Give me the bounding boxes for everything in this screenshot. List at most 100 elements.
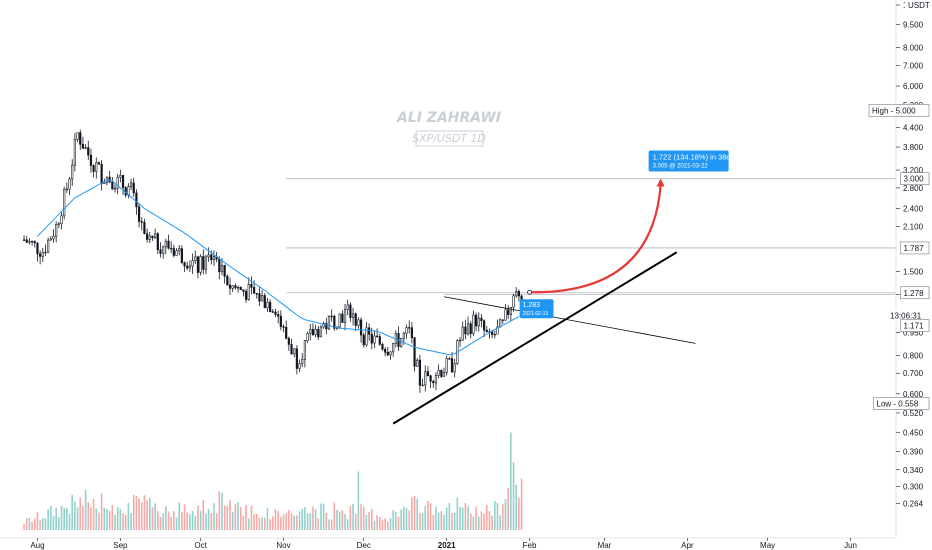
candle-body [73,139,76,166]
volume-bar [467,506,469,530]
candle-body [63,188,66,217]
volume-bar [427,500,429,530]
candle [301,353,304,367]
volume-bar [392,510,394,530]
candle-body [44,251,47,254]
trendlines [392,251,696,425]
watermark-symbol: SXP/USDT 1D [412,132,486,145]
projection-arrowhead [656,178,665,187]
volume-bar [435,506,437,530]
volume-bar [92,498,95,530]
volume-bar [55,507,57,530]
candle [47,237,50,254]
volume-bar [424,505,427,530]
volume-bar [253,514,255,530]
price-tag-box [900,319,930,332]
candle-body [159,249,162,254]
candle-body [343,309,347,323]
volume-bar [306,513,309,530]
candle [418,354,422,393]
candle [97,161,101,165]
volume-bar [408,510,411,530]
candle [113,184,117,193]
candle-body [496,326,499,335]
volume-bar [400,509,402,530]
candle [474,312,478,332]
candle [263,292,266,309]
candle [362,332,365,348]
candle-body [76,132,79,140]
candle-body [25,239,28,243]
volume-bar [199,510,202,530]
volume-bar [296,515,298,530]
volume-bar [231,512,234,530]
candle [496,319,499,335]
volume-bar [475,506,477,530]
price-tag: 1.171 [904,322,925,331]
candle [314,324,317,338]
volume-bar [127,502,130,530]
volume-bar [413,495,416,530]
volume-bar [502,504,504,530]
trendline [392,251,678,425]
volume-bar [28,517,31,530]
volume-bar [74,501,76,530]
candle [354,312,357,332]
volume-bar [485,504,488,530]
candle-body [57,223,60,225]
volume-bar [507,488,509,530]
candle [250,276,253,295]
volume-bar [304,507,306,530]
candle-body [477,317,480,327]
candle [319,325,323,338]
candle-body [87,147,90,156]
volume-bar [333,502,336,530]
volume-bar [242,515,245,530]
candle-body [196,256,200,273]
time-axis[interactable]: Aug Sep Oct Nov Dec 2021 Feb Mar Apr May Jun [30,538,857,550]
candle [119,169,122,183]
candle [111,177,114,190]
candle-body [129,182,133,187]
candle-body [327,315,331,330]
time-tick-label: Nov [276,541,290,550]
candle-body [199,256,202,273]
candle-body [325,323,328,330]
volume-bar [79,497,82,530]
volume-bar [261,517,263,530]
candle-body [22,239,26,241]
volume-bar [226,505,229,530]
candle-body [252,287,256,294]
projection: 1.722 (134.18%) in 38d 3.005 @ 2021-03-22… [519,150,731,319]
candle-body [461,326,464,341]
candle [279,310,282,331]
candle-body [154,233,157,239]
candle [73,132,76,172]
candle-body [359,319,363,336]
candle-body [483,320,486,331]
candle [311,323,315,336]
candle [255,292,258,299]
candle [164,238,167,255]
candle-body [293,348,296,355]
candle-body [36,242,39,255]
volume-bar [84,489,87,530]
candle-body [472,314,475,334]
volume-bar [419,513,421,530]
candle-body [376,335,379,338]
candle-body [28,240,31,243]
volume-bar [202,500,205,530]
start-box [519,299,554,319]
volume-bar [255,513,258,530]
price-tags: USDT High - 5.000 3.000 1.787 1.278 13:06:31 1… [868,0,930,410]
candle [266,297,269,313]
candle-body [357,319,360,326]
candle [55,221,58,243]
price-tick-label: 0.264 [903,500,924,509]
candle-body [499,319,502,328]
candle-body [474,314,478,327]
volume-bar [100,493,103,530]
volume-bar [515,484,518,530]
candle [95,157,98,179]
